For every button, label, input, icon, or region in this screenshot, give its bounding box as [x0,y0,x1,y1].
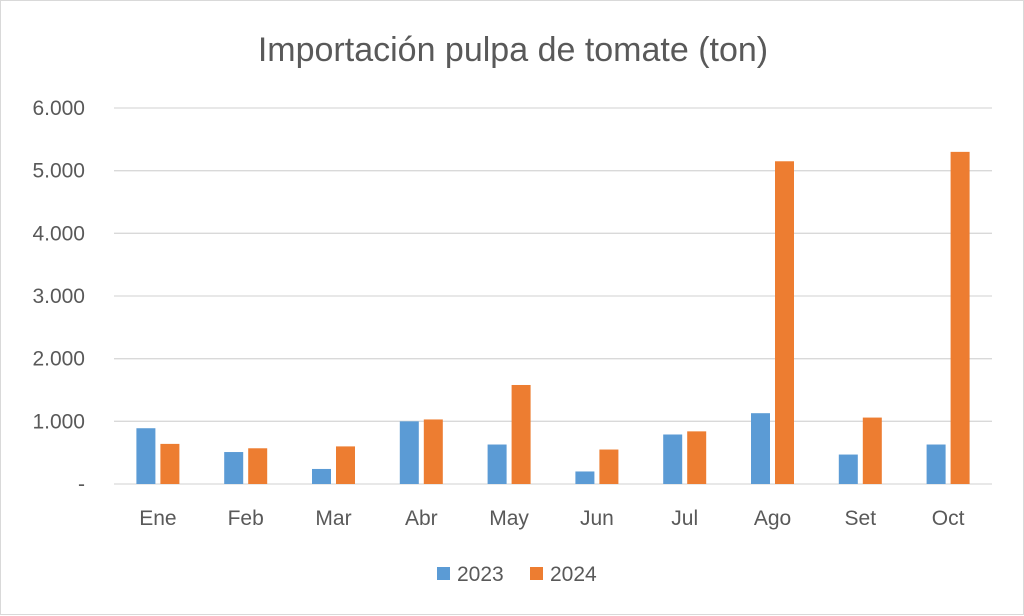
x-tick-label: Feb [228,507,264,530]
bar-2023-May [487,444,507,484]
x-tick-label: Set [845,507,877,530]
legend: 2023 2024 [437,563,597,586]
bar-2024-May [511,384,531,484]
bar-2023-Set [838,454,858,484]
bar-2023-Oct [926,444,946,484]
bar-2024-Ago [775,161,794,484]
legend-swatch [530,567,543,580]
y-tick-label: 2.000 [32,348,85,371]
bar-2024-Oct [950,151,970,484]
bar-2023-Jul [663,434,683,484]
x-tick-label: Ene [139,507,176,530]
bar-2023-Jun [575,471,595,484]
x-tick-label: May [489,507,529,530]
y-tick-label: 4.000 [32,222,85,245]
bar-2024-Jun [599,449,619,484]
gridlines [114,107,992,485]
legend-label: 2023 [457,563,504,586]
bar-2024-Feb [248,448,268,484]
y-tick-label: - [78,473,85,496]
bars [136,151,970,484]
bar-2024-Abr [423,419,443,484]
x-axis-ticks: Ene Feb Mar Abr May Jun Jul Ago Set Oct [139,507,964,530]
y-tick-label: 6.000 [32,97,85,120]
bar-2024-Jul [687,431,707,484]
chart-title: Importación pulpa de tomate (ton) [258,31,768,69]
legend-label: 2024 [550,563,597,586]
bar-2024-Mar [336,446,355,484]
x-tick-label: Ago [754,507,791,530]
x-tick-label: Jun [580,507,614,530]
y-tick-label: 5.000 [32,160,85,183]
bar-2023-Feb [224,452,244,484]
bar-2023-Abr [399,421,419,484]
legend-swatch [437,567,450,580]
x-tick-label: Oct [932,507,965,530]
bar-2024-Set [862,417,882,484]
bar-2023-Ago [751,413,770,484]
x-tick-label: Jul [671,507,698,530]
bar-2023-Ene [136,428,156,484]
y-axis-ticks: - 1.000 2.000 3.000 4.000 5.000 6.000 [32,97,85,496]
y-tick-label: 1.000 [32,410,85,433]
bar-2024-Ene [160,443,180,484]
x-tick-label: Mar [315,507,351,530]
bar-2023-Mar [312,468,331,484]
y-tick-label: 3.000 [32,285,85,308]
x-tick-label: Abr [405,507,438,530]
